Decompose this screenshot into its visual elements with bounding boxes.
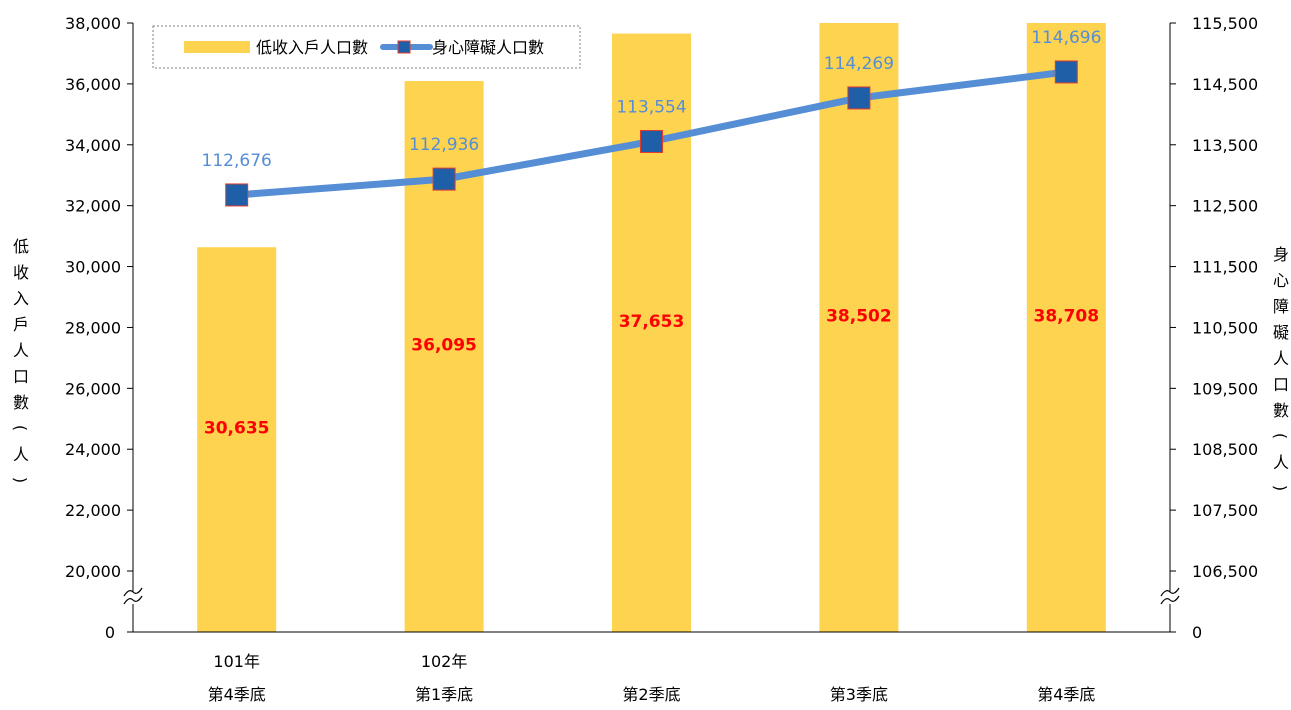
right-axis-title: 身心障礙人口數(人) xyxy=(1271,245,1290,491)
legend-line-label: 身心障礙人口數 xyxy=(432,38,544,57)
right-tick-label: 115,500 xyxy=(1192,14,1258,33)
right-tick-label: 107,500 xyxy=(1192,501,1258,520)
axis-title-char: 收 xyxy=(13,263,29,282)
bar-data-label: 30,635 xyxy=(204,419,270,439)
axis-break-icon xyxy=(1160,595,1180,605)
axis-title-char: 身 xyxy=(1273,245,1289,264)
axis-title-char: 礙 xyxy=(1273,323,1289,342)
right-tick-label: 113,500 xyxy=(1192,136,1258,155)
line-marker-1 xyxy=(432,167,456,191)
bar-data-label: 38,502 xyxy=(826,307,892,327)
axis-title-char: 人 xyxy=(13,445,29,464)
legend-bar-swatch xyxy=(184,41,250,53)
axis-title-char: ) xyxy=(1271,485,1290,491)
line-series xyxy=(225,60,1078,207)
axis-title-char: 戶 xyxy=(13,315,29,334)
x-tick-label-quarter: 第2季底 xyxy=(622,685,680,704)
axis-title-char: 數 xyxy=(13,393,29,412)
right-tick-label: 114,500 xyxy=(1192,75,1258,94)
bar-4 xyxy=(1026,23,1106,632)
axis-title-char: 數 xyxy=(1273,401,1289,420)
line-data-label: 112,676 xyxy=(202,151,272,171)
axis-title-char: ( xyxy=(1271,433,1290,439)
axis-break-icon xyxy=(1160,587,1180,597)
axis-title-char: 口 xyxy=(1273,375,1289,394)
right-tick-label: 111,500 xyxy=(1192,258,1258,277)
axis-break-icon xyxy=(123,595,143,605)
right-tick-label: 109,500 xyxy=(1192,379,1258,398)
axis-break-icon xyxy=(123,587,143,597)
left-tick-label: 30,000 xyxy=(65,258,121,277)
bar-2 xyxy=(612,33,691,633)
x-tick-label-quarter: 第1季底 xyxy=(415,685,473,704)
right-tick-label: 106,500 xyxy=(1192,562,1258,581)
axis-title-char: 人 xyxy=(1273,453,1289,472)
x-tick-label-quarter: 第3季底 xyxy=(830,685,888,704)
left-tick-label: 36,000 xyxy=(65,75,121,94)
x-tick-label-quarter: 第4季底 xyxy=(1037,685,1095,704)
data-labels: 112,676 112,936 113,554 114,269 114,696 30,63… xyxy=(202,28,1102,439)
left-tick-label: 26,000 xyxy=(65,379,121,398)
left-tick-label: 22,000 xyxy=(65,501,121,520)
legend-square-marker-icon xyxy=(397,40,411,54)
right-tick-label: 110,500 xyxy=(1192,318,1258,337)
bar-data-label: 38,708 xyxy=(1033,307,1099,327)
right-tick-label-zero: 0 xyxy=(1192,623,1202,642)
left-tick-label: 28,000 xyxy=(65,318,121,337)
line-data-label: 114,269 xyxy=(824,54,894,74)
axis-title-char: 口 xyxy=(13,367,29,386)
left-tick-label: 34,000 xyxy=(65,136,121,155)
line-marker-2 xyxy=(640,129,663,153)
bar-1 xyxy=(404,80,484,633)
axis-title-char: 入 xyxy=(13,289,29,308)
x-tick-label-year: 101年 xyxy=(213,652,260,671)
axis-title-char: ( xyxy=(11,425,30,431)
axis-break-gap xyxy=(125,592,141,604)
axis-title-char: 人 xyxy=(13,341,29,360)
axis-break-gap xyxy=(1162,592,1178,604)
right-tick-label: 112,500 xyxy=(1192,197,1258,216)
legend: 低收入戶人口數 身心障礙人口數 xyxy=(152,25,581,69)
axis-title-char: 低 xyxy=(13,237,29,256)
axis-title-char: 人 xyxy=(1273,349,1289,368)
line-data-label: 114,696 xyxy=(1031,28,1101,48)
bar-data-label: 36,095 xyxy=(411,335,477,355)
x-tick-label-year: 102年 xyxy=(421,652,468,671)
line-data-label: 113,554 xyxy=(616,97,686,117)
bar-3 xyxy=(819,23,899,632)
bar-data-label: 37,653 xyxy=(619,312,685,332)
left-axis-title: 低收入戶人口數(人) xyxy=(11,237,30,483)
left-tick-label: 24,000 xyxy=(65,440,121,459)
bar-0 xyxy=(197,247,277,632)
axes: 20,000 22,000 24,000 26,000 28,000 30,000 32,0… xyxy=(11,14,1290,704)
left-tick-label: 32,000 xyxy=(65,197,121,216)
line-marker-4 xyxy=(1054,60,1078,84)
left-tick-label: 38,000 xyxy=(65,14,121,33)
line-marker-3 xyxy=(847,86,871,110)
left-tick-label-zero: 0 xyxy=(105,623,115,642)
line-marker-0 xyxy=(225,183,249,207)
axis-title-char: 心 xyxy=(1273,271,1289,290)
axis-title-char: 障 xyxy=(1273,297,1289,316)
right-tick-label: 108,500 xyxy=(1192,440,1258,459)
legend-bar-label: 低收入戶人口數 xyxy=(256,38,368,57)
line-data-label: 112,936 xyxy=(409,135,479,155)
x-tick-label-quarter: 第4季底 xyxy=(208,685,266,704)
axis-title-char: ) xyxy=(11,477,30,483)
left-tick-label: 20,000 xyxy=(65,562,121,581)
